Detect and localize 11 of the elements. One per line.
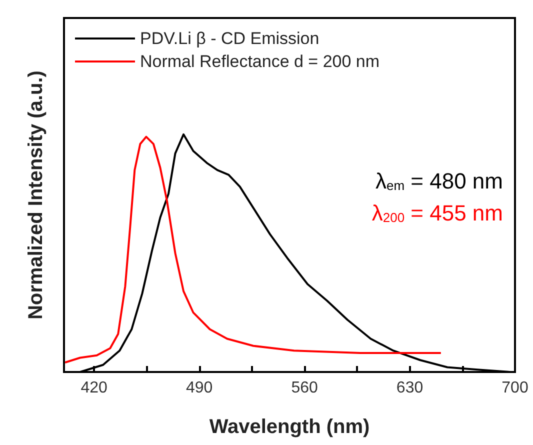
x-tick-label: 700	[502, 380, 528, 396]
y-axis-title: Normalized Intensity (a.u.)	[25, 70, 47, 320]
legend-label: PDV.Li β - CD Emission	[140, 29, 320, 48]
x-tick-label: 490	[186, 380, 213, 396]
x-tick-label: 630	[396, 380, 424, 396]
x-tick-label: 420	[80, 380, 108, 396]
legend-label: Normal Reflectance d = 200 nm	[140, 52, 380, 71]
x-tick-label: 560	[291, 380, 318, 396]
annotation: λem = 480 nm	[375, 168, 503, 194]
x-axis-title: Wavelength (nm)	[209, 416, 370, 438]
annotation: λ200 = 455 nm	[372, 200, 503, 226]
